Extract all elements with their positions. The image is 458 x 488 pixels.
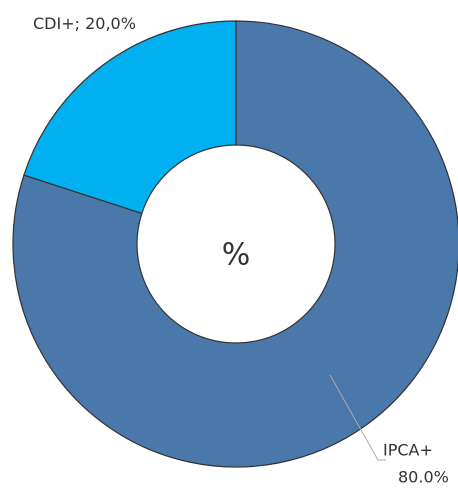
slice-label-separator: ;	[75, 14, 85, 33]
slice-label: IPCA+	[383, 441, 433, 460]
slice-value-label: 20,0%	[85, 14, 136, 33]
center-text: %	[222, 238, 251, 273]
slice-value-label: 80.0%	[398, 468, 449, 487]
slice-label-category: CDI+	[33, 14, 75, 33]
donut-slice	[12, 20, 458, 468]
leader-line	[329, 374, 386, 461]
slice-label: CDI+; 20,0%	[33, 14, 136, 33]
donut-slice	[23, 20, 237, 215]
